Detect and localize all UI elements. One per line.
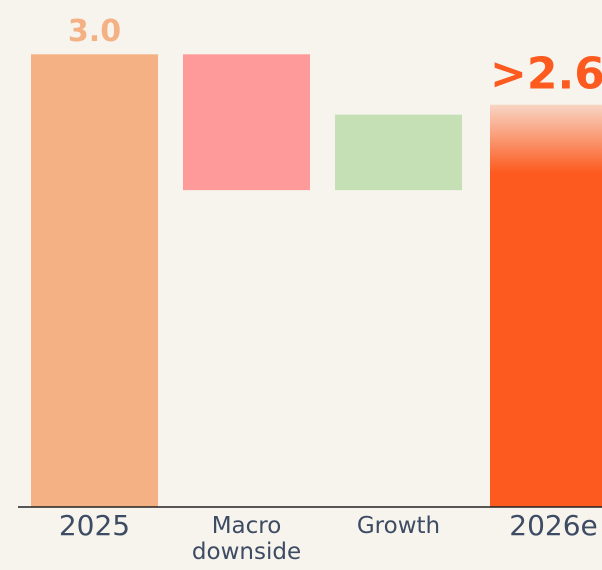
x-tick-label: 2026e — [509, 509, 598, 542]
x-tick-label: 2025 — [58, 509, 131, 542]
bar — [335, 114, 462, 191]
x-tick-label: Growth — [356, 513, 441, 539]
bar — [183, 54, 310, 191]
value-label: 3.0 — [68, 14, 121, 49]
value-label: >2.6 — [490, 49, 602, 100]
bar — [31, 54, 158, 507]
x-tick-label: Macro downside — [191, 513, 302, 565]
bar — [490, 104, 602, 507]
